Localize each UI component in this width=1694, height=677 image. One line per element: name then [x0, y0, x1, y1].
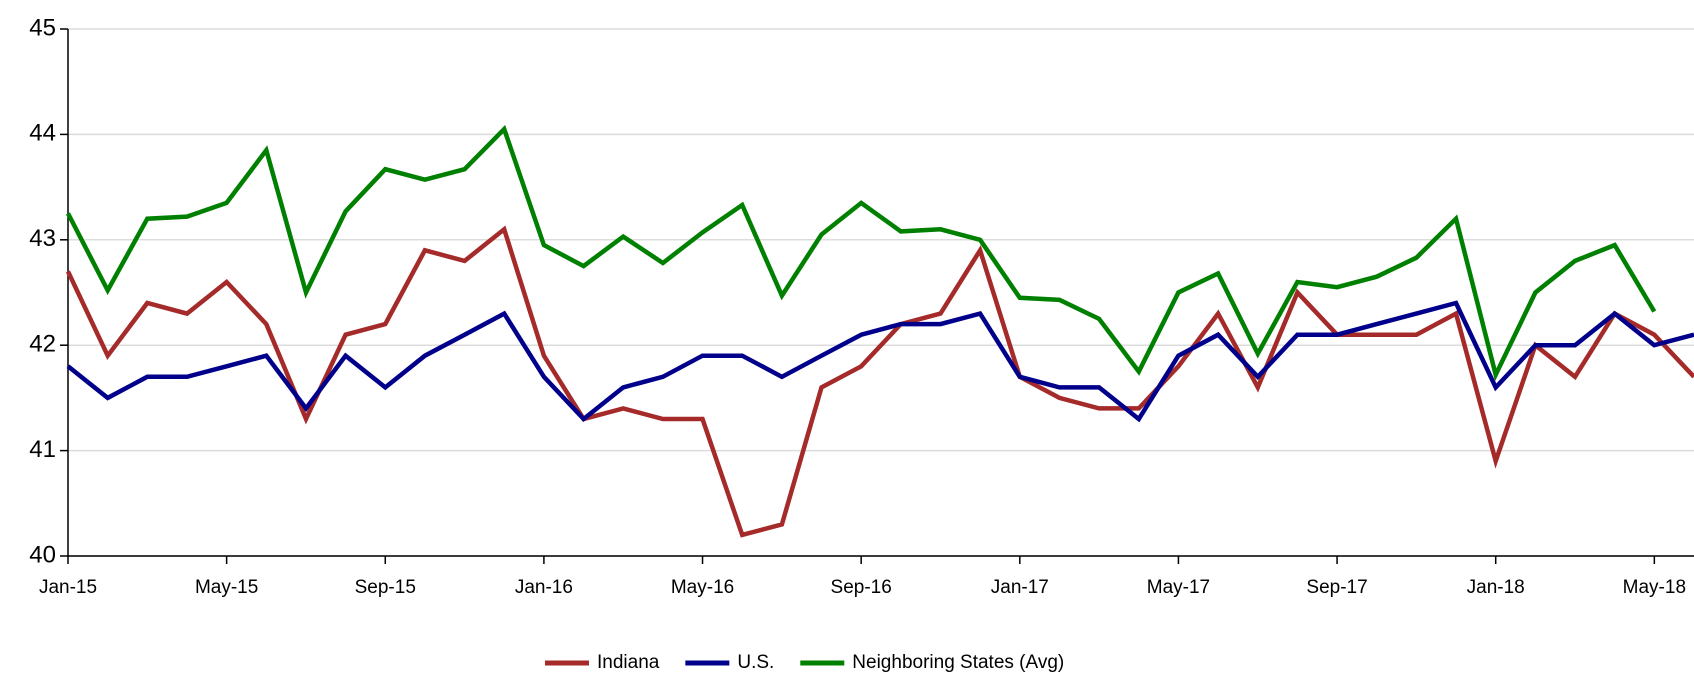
x-tick-label: Sep-15: [355, 577, 416, 598]
legend-label: Indiana: [597, 652, 660, 673]
y-tick-label: 45: [29, 14, 56, 41]
x-tick-label: Jan-18: [1467, 577, 1525, 598]
x-tick-label: Jan-16: [515, 577, 573, 598]
series-line: [65, 225, 1694, 538]
series-line: [66, 124, 1657, 382]
y-tick-label: 40: [29, 541, 56, 568]
y-tick-label: 43: [29, 225, 56, 252]
x-tick-label: May-15: [195, 577, 258, 598]
x-tick-label: May-17: [1147, 577, 1210, 598]
x-tick-label: Jan-17: [991, 577, 1049, 598]
y-tick-label: 41: [29, 436, 56, 463]
x-tick-label: Jan-15: [39, 577, 97, 598]
y-tick-label: 44: [29, 120, 56, 147]
legend-label: Neighboring States (Avg): [852, 652, 1064, 673]
series-line: [66, 300, 1694, 423]
x-tick-label: May-16: [671, 577, 734, 598]
legend-label: U.S.: [737, 652, 774, 673]
y-tick-label: 42: [29, 331, 56, 358]
x-tick-label: Sep-16: [831, 577, 892, 598]
x-tick-label: Sep-17: [1306, 577, 1367, 598]
x-tick-label: May-18: [1623, 577, 1686, 598]
